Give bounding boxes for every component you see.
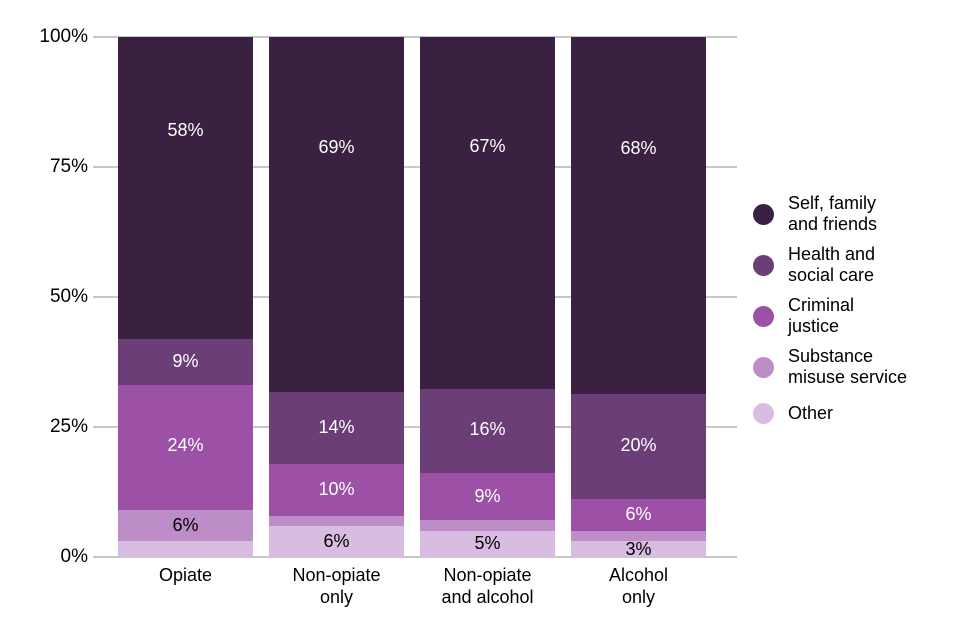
bar-segment-health-and-social-care: 20% xyxy=(571,394,706,500)
y-gridline-75 xyxy=(93,166,737,168)
legend-dot-icon xyxy=(753,403,774,424)
x-axis-label-alcohol-only: Alcohol only xyxy=(559,564,718,608)
x-axis-label-line: only xyxy=(319,587,354,607)
x-axis-label-line: Non-opiate xyxy=(443,565,532,585)
segment-value-label: 20% xyxy=(620,434,657,455)
segment-value-label: 16% xyxy=(469,419,506,440)
legend-label-line: Substance xyxy=(788,346,874,366)
x-axis-label-non-opiate-and-alcohol: Non-opiate and alcohol xyxy=(408,564,567,608)
legend-label-line: social care xyxy=(788,265,875,285)
bar-segment-criminal-justice: 10% xyxy=(269,464,404,516)
legend-label-line: Criminal xyxy=(788,295,855,315)
segment-value-label: 6% xyxy=(172,515,199,536)
bar-segment-self-family-and-friends: 69% xyxy=(269,37,404,393)
x-axis-label-opiate: Opiate xyxy=(106,564,265,586)
legend-item-criminal-justice: Criminal justice xyxy=(753,295,907,337)
y-gridline-100 xyxy=(93,36,737,38)
legend-item-other: Other xyxy=(753,403,907,424)
segment-value-label: 14% xyxy=(318,416,355,437)
bar-segment-self-family-and-friends: 58% xyxy=(118,37,253,339)
legend-label-line: Health and xyxy=(788,244,876,264)
legend-dot-icon xyxy=(753,254,774,276)
segment-value-label: 68% xyxy=(620,137,657,158)
x-axis-label-line: Non-opiate xyxy=(292,565,381,585)
segment-value-label: 10% xyxy=(318,479,355,500)
bar-segment-other: 5% xyxy=(420,530,555,557)
bar-segment-criminal-justice: 6% xyxy=(571,499,706,531)
x-axis-label-line: Alcohol xyxy=(608,565,669,585)
legend-label: Other xyxy=(788,403,833,424)
legend-item-substance-misuse-service: Substance misuse service xyxy=(753,346,907,388)
segment-value-label: 3% xyxy=(625,538,652,559)
segment-value-label: 24% xyxy=(167,435,204,456)
legend-label-line: Self, family xyxy=(788,193,877,213)
x-axis-label-line: only xyxy=(621,587,656,607)
legend-dot-icon xyxy=(753,356,774,378)
legend-label-line: and friends xyxy=(788,214,878,234)
y-gridline-50 xyxy=(93,296,737,298)
bar-segment-criminal-justice: 9% xyxy=(420,472,555,521)
bar-segment-substance-misuse-service xyxy=(420,520,555,531)
legend-label: Health and social care xyxy=(788,244,875,286)
bar-segment-self-family-and-friends: 68% xyxy=(571,37,706,395)
legend-label: Criminal justice xyxy=(788,295,854,337)
y-gridline-25 xyxy=(93,426,737,428)
bar-segment-substance-misuse-service: 6% xyxy=(118,510,253,542)
y-tick-label-50: 50% xyxy=(49,286,88,307)
bar-segment-substance-misuse-service xyxy=(269,515,404,527)
legend-label-line: Other xyxy=(788,403,834,423)
legend-item-health-and-social-care: Health and social care xyxy=(753,244,907,286)
bar-non-opiate-and-alcohol: 67% 16% 9% 5% xyxy=(420,37,555,557)
segment-value-label: 69% xyxy=(318,137,355,158)
bar-segment-other xyxy=(118,541,253,557)
segment-value-label: 6% xyxy=(323,530,350,551)
legend: Self, family and friends Health and social … xyxy=(753,193,907,424)
segment-value-label: 6% xyxy=(625,504,652,525)
bar-segment-substance-misuse-service xyxy=(571,530,706,542)
legend-label: Substance misuse service xyxy=(788,346,907,388)
bar-non-opiate-only: 69% 14% 10% 6% xyxy=(269,37,404,557)
segment-value-label: 9% xyxy=(474,485,501,506)
bar-segment-criminal-justice: 24% xyxy=(118,385,253,511)
y-tick-label-100: 100% xyxy=(39,26,88,47)
y-tick-label-25: 25% xyxy=(49,416,88,437)
x-axis-label-line: and alcohol xyxy=(441,587,534,607)
bar-alcohol-only: 68% 20% 6% 3% xyxy=(571,37,706,559)
bar-opiate: 58% 9% 24% 6% xyxy=(118,37,253,557)
legend-label-line: misuse service xyxy=(788,367,908,387)
y-tick-label-0: 0% xyxy=(60,546,88,567)
x-axis-label-line: Opiate xyxy=(158,565,213,585)
legend-label: Self, family and friends xyxy=(788,193,877,235)
x-axis-label-non-opiate-only: Non-opiate only xyxy=(257,564,416,608)
legend-dot-icon xyxy=(753,203,774,225)
segment-value-label: 5% xyxy=(474,533,501,554)
bar-segment-other: 6% xyxy=(269,526,404,557)
bar-segment-other: 3% xyxy=(571,538,706,559)
segment-value-label: 67% xyxy=(469,136,506,157)
segment-value-label: 58% xyxy=(167,120,204,141)
y-tick-label-75: 75% xyxy=(49,156,88,177)
y-gridline-0 xyxy=(93,556,737,558)
legend-label-line: justice xyxy=(788,316,840,336)
bar-segment-health-and-social-care: 9% xyxy=(118,338,253,386)
segment-value-label: 9% xyxy=(172,351,199,372)
bar-segment-self-family-and-friends: 67% xyxy=(420,37,555,389)
legend-item-self-family-and-friends: Self, family and friends xyxy=(753,193,907,235)
bar-segment-health-and-social-care: 16% xyxy=(420,388,555,473)
bar-segment-health-and-social-care: 14% xyxy=(269,392,404,465)
legend-dot-icon xyxy=(753,305,774,327)
